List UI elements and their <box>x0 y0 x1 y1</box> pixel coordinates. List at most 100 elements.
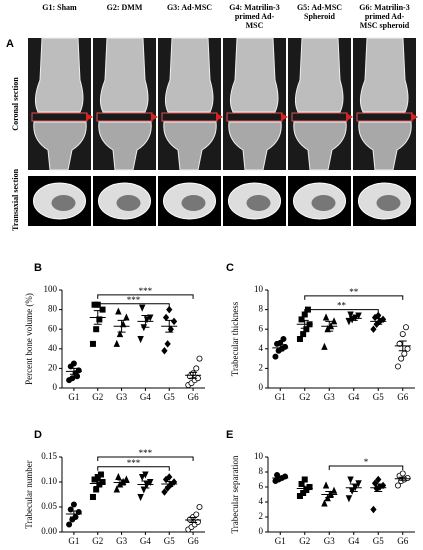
error-bar <box>374 483 383 492</box>
significance-bracket <box>97 456 194 461</box>
y-tick-label: 6 <box>259 323 264 333</box>
x-tick-label: G2 <box>299 536 310 546</box>
y-tick-label: 0 <box>259 382 264 392</box>
significance-bracket <box>97 294 194 299</box>
error-bar <box>300 319 309 329</box>
error-bar <box>276 344 285 352</box>
point <box>375 475 382 484</box>
marrow <box>116 195 141 211</box>
marrow <box>376 195 401 211</box>
point <box>370 505 377 514</box>
error-bar <box>93 310 102 325</box>
marrow <box>51 195 76 211</box>
x-tick-label: G5 <box>164 392 175 402</box>
row-label: Transaxial section <box>11 169 20 231</box>
error-bar <box>325 320 334 332</box>
error-bar <box>117 319 126 333</box>
significance: ** <box>337 301 347 311</box>
panel-label: D <box>34 429 42 441</box>
point <box>303 326 310 333</box>
point <box>193 365 200 372</box>
y-axis-label: Trabecular number <box>24 460 34 528</box>
point <box>66 521 73 528</box>
point <box>347 476 354 484</box>
femur <box>229 37 279 113</box>
error-bar <box>300 485 309 492</box>
error-bar <box>165 481 174 487</box>
point <box>113 339 121 347</box>
point <box>115 472 122 480</box>
x-tick-label: G2 <box>299 392 310 402</box>
point <box>322 481 330 489</box>
point <box>123 313 130 321</box>
significance: *** <box>139 448 153 458</box>
significance-bracket <box>328 465 404 470</box>
column-header: MSC <box>246 21 264 30</box>
y-tick-label: 6 <box>259 481 264 491</box>
y-axis-label: Trabecular separation <box>230 455 240 533</box>
y-tick-label: 80 <box>48 304 58 314</box>
point <box>89 340 96 347</box>
point <box>394 482 401 489</box>
point <box>96 316 103 323</box>
error-bar <box>69 510 78 518</box>
x-tick-label: G6 <box>188 536 199 546</box>
tibia <box>163 121 217 171</box>
axis <box>267 457 415 533</box>
point <box>74 373 81 380</box>
error-bar <box>165 319 174 333</box>
point <box>166 305 173 314</box>
point <box>193 511 200 518</box>
y-tick-label: 4 <box>259 496 264 506</box>
error-bar <box>189 517 198 523</box>
y-tick-label: 0.05 <box>41 501 57 511</box>
error-bar <box>189 371 198 379</box>
femur <box>294 37 344 113</box>
y-tick-label: 10 <box>254 451 264 461</box>
x-tick-label: G3 <box>324 536 335 546</box>
y-tick-label: 0 <box>53 382 58 392</box>
point <box>161 488 168 496</box>
point <box>330 486 338 494</box>
column-header: primed Ad- <box>365 12 405 21</box>
significance-bracket <box>97 303 170 308</box>
column-header: G2: DMM <box>107 3 143 12</box>
x-tick-label: G1 <box>68 536 79 546</box>
point <box>370 325 377 333</box>
point <box>123 475 130 483</box>
significance-bracket <box>304 309 379 314</box>
arrow <box>411 113 418 121</box>
point <box>99 478 106 485</box>
error-bar <box>349 483 358 492</box>
point <box>398 355 405 362</box>
point <box>142 471 149 479</box>
marrow <box>181 195 206 211</box>
point <box>137 494 144 502</box>
point <box>93 486 100 493</box>
point <box>166 473 173 481</box>
x-tick-label: G3 <box>324 392 335 402</box>
row-label: Coronal section <box>11 77 20 131</box>
x-tick-label: G4 <box>348 536 359 546</box>
error-bar <box>398 340 407 352</box>
point <box>399 331 406 338</box>
arrow <box>151 113 158 121</box>
column-header: G1: Sham <box>42 3 77 12</box>
x-tick-label: G3 <box>116 536 127 546</box>
point <box>89 493 96 500</box>
x-tick-label: G4 <box>140 392 151 402</box>
arrow <box>86 113 93 121</box>
point <box>322 313 330 321</box>
y-tick-label: 8 <box>259 466 264 476</box>
panel-label: E <box>226 429 233 441</box>
point <box>162 313 170 322</box>
column-header: G6: Matrilin-3 <box>359 3 409 12</box>
x-tick-label: G6 <box>397 392 408 402</box>
y-tick-label: 0.00 <box>41 526 57 536</box>
femur <box>34 37 84 113</box>
y-tick-label: 2 <box>259 511 264 521</box>
significance-bracket <box>97 466 170 471</box>
point <box>161 347 168 355</box>
error-bar <box>276 476 285 480</box>
tibia <box>293 121 347 171</box>
